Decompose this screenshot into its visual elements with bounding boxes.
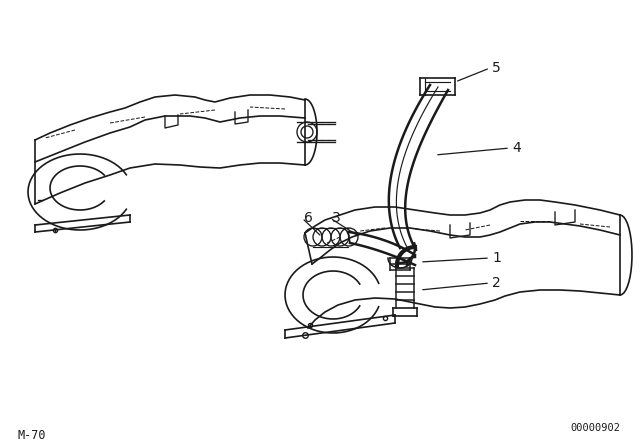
Text: 1: 1 — [492, 251, 501, 265]
Text: 00000902: 00000902 — [570, 423, 620, 433]
Text: M-70: M-70 — [18, 428, 47, 441]
Text: 4: 4 — [512, 141, 521, 155]
Text: 3: 3 — [332, 211, 340, 225]
Text: 2: 2 — [492, 276, 500, 290]
Text: 5: 5 — [492, 61, 500, 75]
Text: 6: 6 — [304, 211, 313, 225]
